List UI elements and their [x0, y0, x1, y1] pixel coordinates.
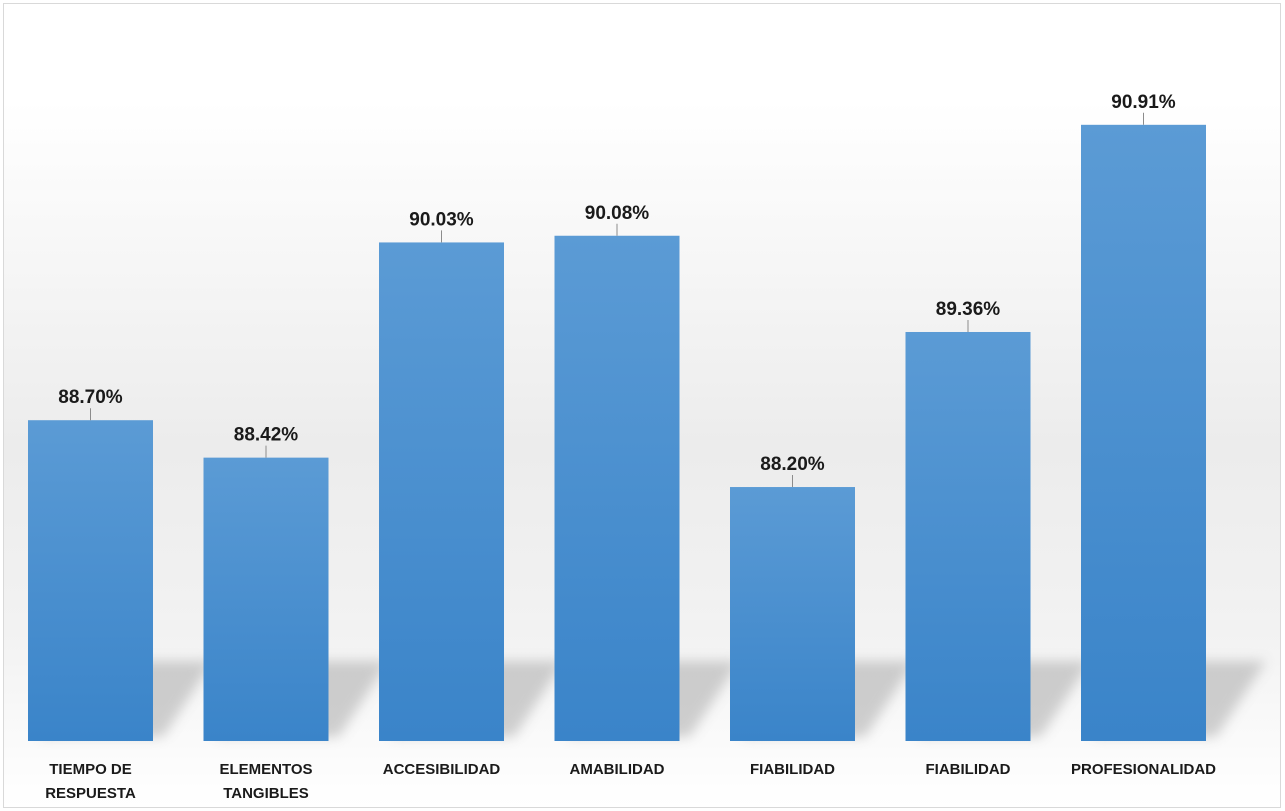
category-label-line: AMABILIDAD: [570, 761, 665, 778]
category-label-line: FIABILIDAD: [750, 761, 835, 778]
category-label-line: ACCESIBILIDAD: [383, 761, 501, 778]
bar: [203, 457, 329, 741]
bar: [379, 242, 504, 741]
data-label: 90.03%: [409, 209, 474, 230]
category-label: TIEMPO DE RESPUESTA: [45, 761, 136, 802]
bar: [730, 487, 855, 741]
category-label-line: ELEMENTOS: [219, 761, 312, 778]
category-label: AMABILIDAD: [570, 761, 665, 778]
category-label: ELEMENTOS TANGIBLES: [219, 761, 312, 802]
category-label: ACCESIBILIDAD: [383, 761, 501, 778]
category-label: FIABILIDAD: [750, 761, 835, 778]
data-label: 90.08%: [585, 203, 650, 224]
data-label: 89.36%: [936, 299, 1001, 320]
category-label-line: PROFESIONALIDAD: [1071, 761, 1216, 778]
bar: [905, 331, 1031, 741]
bar: [28, 420, 153, 741]
bar-chart: 88.70% 88.42% 90.03% 90.08% 88.20% 89.36% 90.9…: [28, 92, 1266, 802]
category-label: PROFESIONALIDAD: [1071, 761, 1216, 778]
data-label: 88.70%: [58, 387, 123, 408]
bar: [1081, 124, 1206, 741]
category-label-line: TANGIBLES: [223, 785, 309, 802]
data-label: 88.20%: [760, 454, 825, 475]
category-label-line: RESPUESTA: [45, 785, 136, 802]
bar: [554, 235, 680, 741]
data-label: 90.91%: [1111, 92, 1176, 113]
category-label-line: TIEMPO DE: [49, 761, 132, 778]
chart-frame: 88.70% 88.42% 90.03% 90.08% 88.20% 89.36% 90.9…: [3, 3, 1281, 808]
category-label: FIABILIDAD: [926, 761, 1011, 778]
category-label-line: FIABILIDAD: [926, 761, 1011, 778]
data-label: 88.42%: [234, 425, 299, 446]
